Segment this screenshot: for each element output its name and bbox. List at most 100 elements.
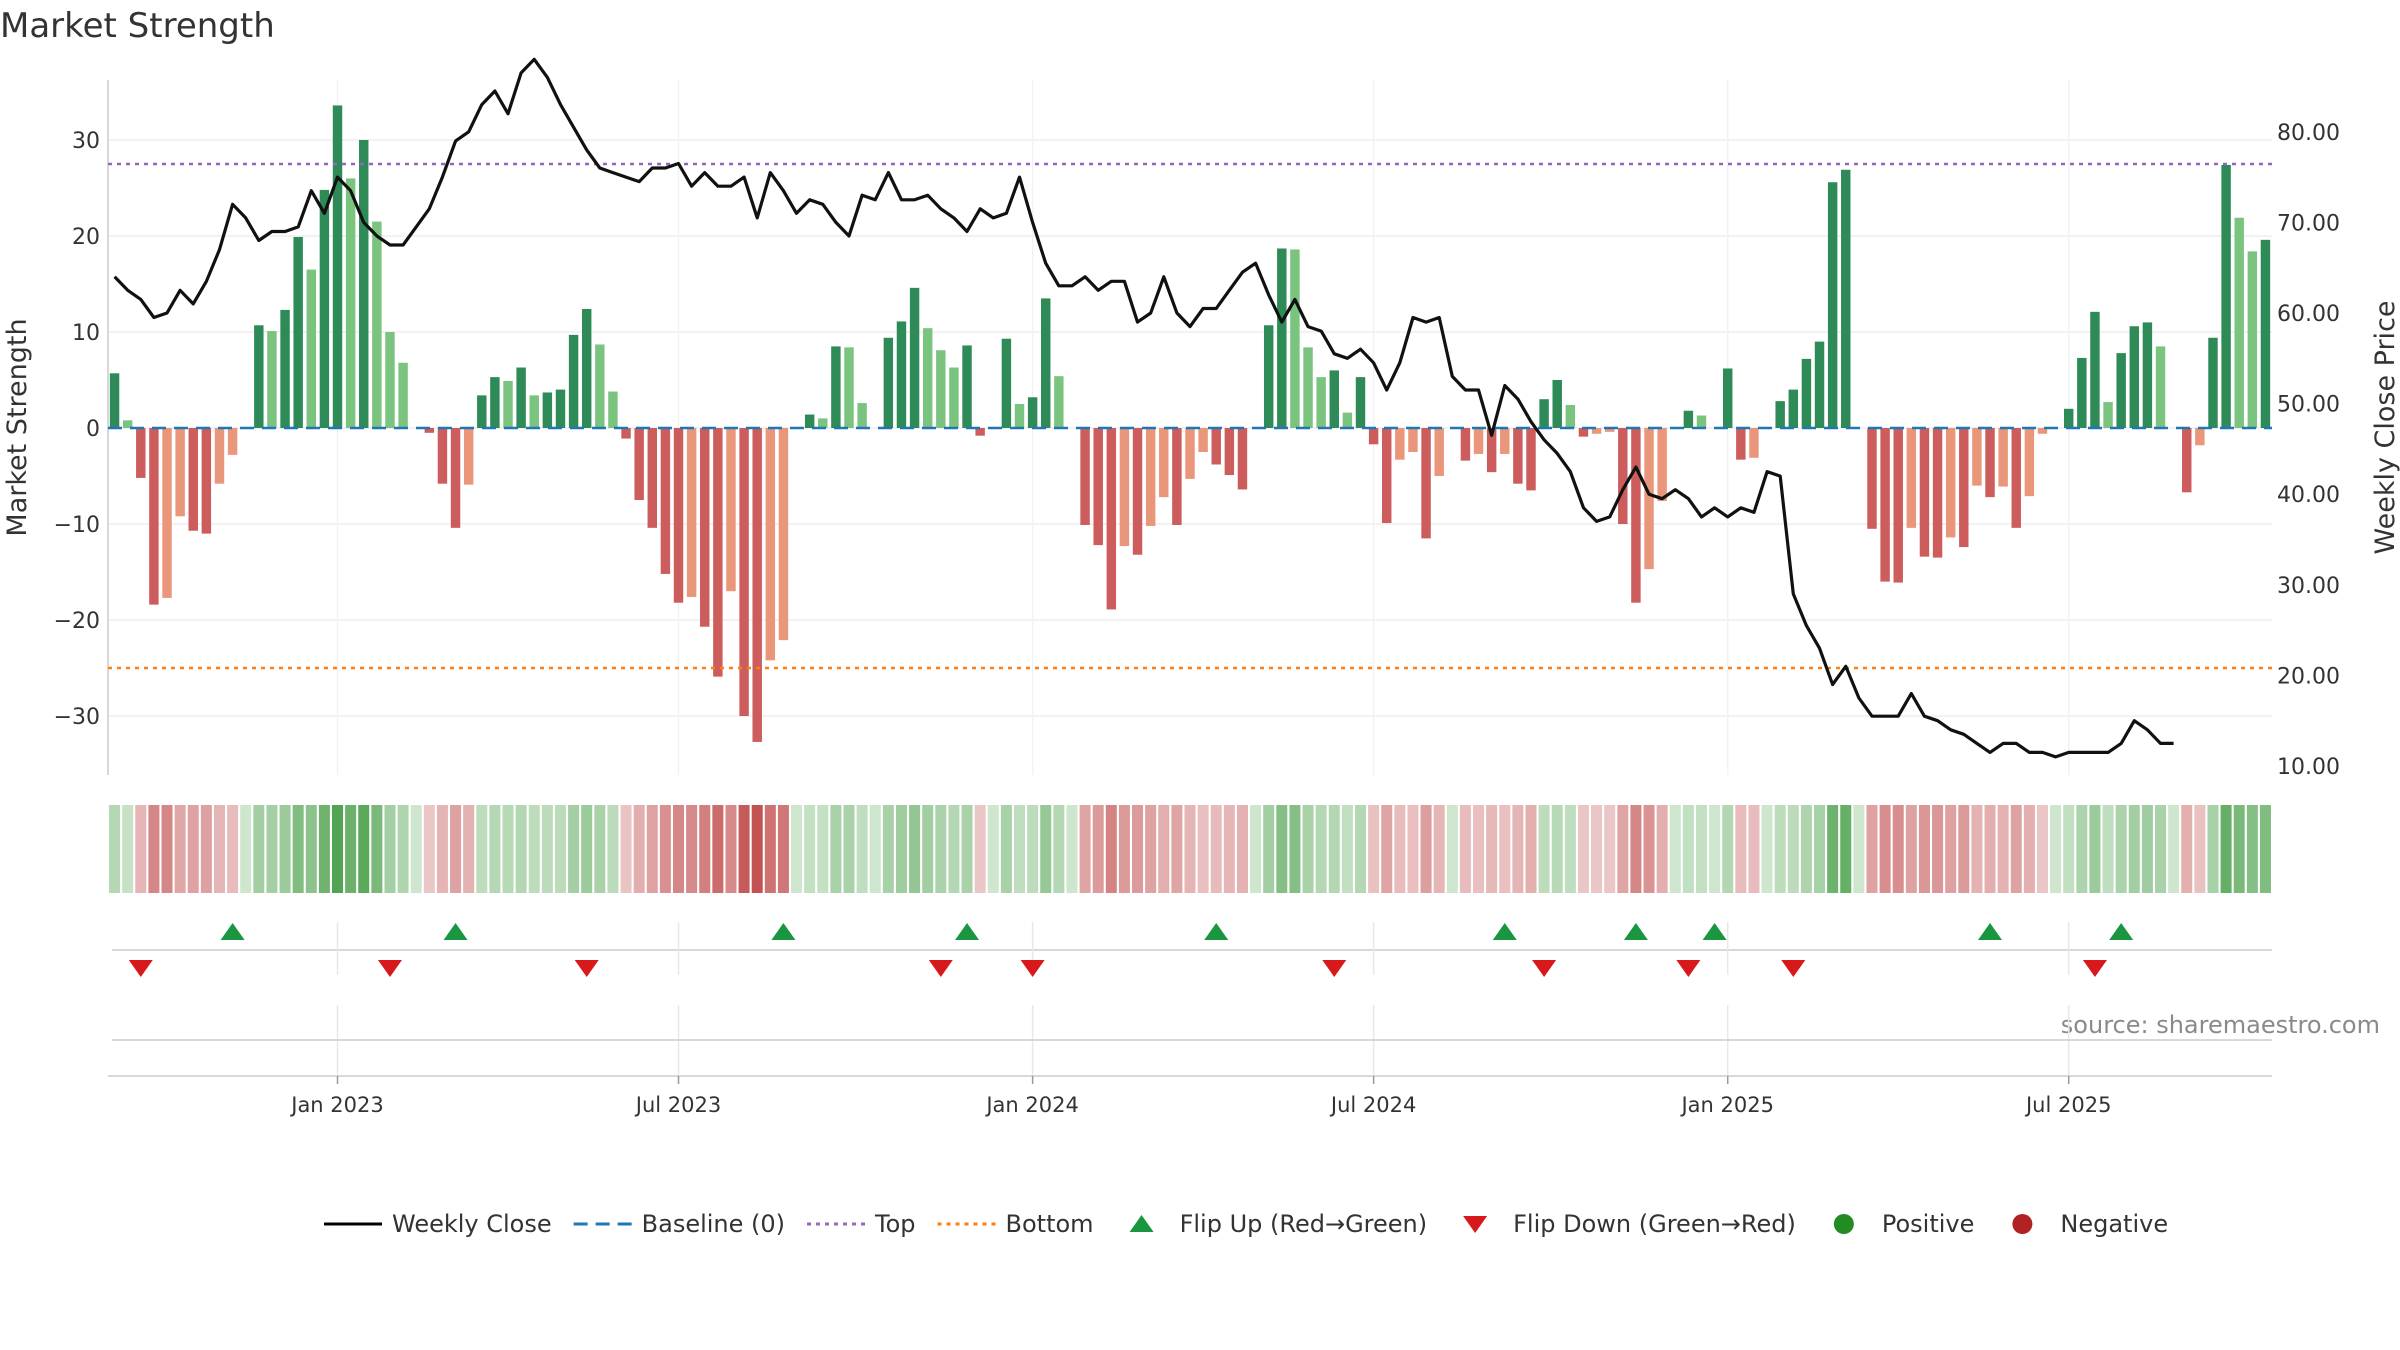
strength-bar (1867, 428, 1877, 529)
heat-cell (213, 805, 225, 893)
heat-cell (2246, 805, 2258, 893)
y-tick-label: 20 (72, 225, 100, 250)
heat-cell (1407, 805, 1419, 893)
strength-bar (568, 334, 579, 428)
strength-bar (1919, 428, 1930, 557)
heat-cell (1630, 805, 1642, 893)
heat-cell (1905, 805, 1917, 893)
strength-bar (975, 428, 985, 436)
strength-bar (267, 331, 277, 428)
heat-cell (1381, 805, 1393, 893)
heat-cell (1512, 805, 1524, 893)
strength-bar (424, 428, 435, 433)
strength-bar (332, 105, 343, 428)
heat-cell (1800, 805, 1812, 893)
heat-cell (2010, 805, 2022, 893)
heat-cell (1197, 805, 1209, 893)
strength-bar (1211, 428, 1221, 465)
heat-cell (161, 805, 173, 893)
legend-label: Bottom (1006, 1210, 1094, 1238)
heat-cell (1564, 805, 1576, 893)
legend-item: Flip Up (Red→Green) (1129, 1210, 1427, 1238)
strength-bar (188, 428, 198, 531)
heat-cell (1682, 805, 1694, 893)
strength-bar (595, 344, 605, 428)
heat-cell (2194, 805, 2206, 893)
heat-cell (423, 805, 435, 893)
strength-bar (385, 332, 395, 428)
heat-cell (489, 805, 501, 893)
heat-cell (1748, 805, 1760, 893)
legend-label: Weekly Close (392, 1210, 552, 1238)
heat-cell (1446, 805, 1458, 893)
heat-cell (502, 805, 514, 893)
strength-bar (2260, 239, 2271, 428)
strength-bar (1342, 412, 1353, 428)
x-tick-label: Jan 2023 (289, 1093, 384, 1117)
strength-bar (175, 428, 185, 517)
heat-cell (1538, 805, 1550, 893)
strength-bar (1788, 389, 1799, 428)
strength-bar (214, 428, 225, 484)
strength-bar (949, 367, 959, 428)
y2-tick-label: 10.00 (2277, 755, 2340, 780)
legend-swatch (2012, 1214, 2033, 1234)
strength-bar (1382, 428, 1392, 524)
flip-down-marker (1781, 960, 1806, 977)
strength-bar (149, 428, 159, 605)
strength-bar (254, 325, 264, 428)
flip-up-marker (220, 923, 245, 940)
heat-cell (2102, 805, 2114, 893)
heat-cell (607, 805, 619, 893)
strength-bar (542, 392, 553, 428)
heat-cell (227, 805, 239, 893)
heat-cell (1145, 805, 1157, 893)
heat-cell (371, 805, 383, 893)
heat-cell (1341, 805, 1353, 893)
strength-bar (227, 428, 238, 455)
heat-cell (1840, 805, 1852, 893)
strength-bar (345, 178, 356, 428)
flip-down-marker (377, 960, 402, 977)
flip-down-marker (1532, 960, 1557, 977)
heat-cell (358, 805, 370, 893)
heat-cell (1315, 805, 1327, 893)
strength-bar (1041, 298, 1051, 428)
strength-bar (1657, 428, 1667, 501)
y-tick-label: 10 (72, 321, 100, 346)
heat-cell (1984, 805, 1996, 893)
heat-cell (1276, 805, 1288, 893)
legend-label: Flip Down (Green→Red) (1513, 1210, 1796, 1238)
heat-cell (2050, 805, 2062, 893)
strength-bar (1683, 410, 1694, 428)
heat-cell (686, 805, 698, 893)
strength-bar (909, 287, 920, 428)
strength-bar (359, 140, 369, 428)
strength-bar (1985, 428, 1995, 498)
y-axis-label: Market Strength (2, 318, 33, 536)
strength-bar (280, 309, 290, 428)
strength-bar (1972, 428, 1982, 486)
strength-bar (2208, 337, 2218, 428)
y2-tick-label: 20.00 (2277, 664, 2340, 689)
strength-bar (2247, 251, 2258, 428)
flip-down-marker (1322, 960, 1347, 977)
strength-bar (2155, 346, 2166, 428)
heat-cell (2023, 805, 2035, 893)
heat-cell (1591, 805, 1603, 893)
heat-cell (1013, 805, 1026, 893)
heat-cell (1184, 805, 1196, 893)
strength-bar (1696, 415, 1707, 428)
strength-bar (1552, 380, 1562, 428)
strength-bar (1539, 399, 1549, 428)
heat-cell (725, 805, 737, 893)
heat-cell (266, 805, 278, 893)
heat-cell (463, 805, 475, 893)
heat-cell (1879, 805, 1891, 893)
strength-bar (1185, 428, 1195, 479)
legend-label: Top (874, 1210, 916, 1238)
heat-cell (777, 805, 789, 893)
strength-bar (1237, 428, 1248, 490)
heat-cell (1105, 805, 1117, 893)
heat-cell (1263, 805, 1275, 893)
